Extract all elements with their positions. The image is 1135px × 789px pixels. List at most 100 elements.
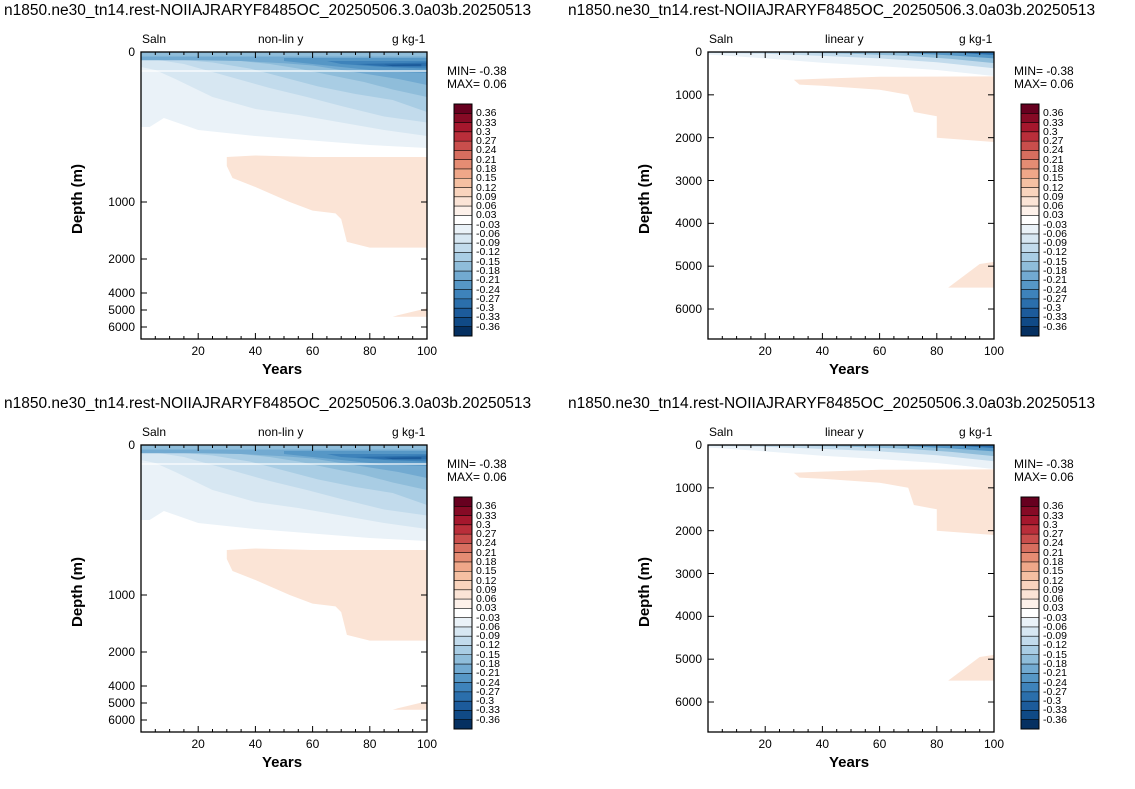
colorbar-swatch <box>454 141 472 151</box>
colorbar-label: -0.3 <box>476 302 495 315</box>
colorbar-label: -0.18 <box>476 265 500 278</box>
y-tick-label: 5000 <box>675 259 702 274</box>
salinity-anomaly-region <box>951 52 994 55</box>
y-tick-label: 2000 <box>675 523 702 538</box>
colorbar-swatch <box>454 261 472 272</box>
x-tick-label: 60 <box>305 737 320 751</box>
units-label: g kg-1 <box>959 425 993 439</box>
colorbar-swatch <box>454 543 472 553</box>
colorbar-swatch <box>1021 710 1039 721</box>
colorbar-label: -0.21 <box>476 667 500 680</box>
colorbar-label: 0.18 <box>1043 162 1064 175</box>
x-tick-label: 20 <box>758 344 772 358</box>
colorbar-swatch <box>1021 206 1039 216</box>
colorbar-label: 0.15 <box>1043 172 1064 185</box>
colorbar-label: -0.06 <box>1043 620 1067 633</box>
colorbar-label: 0.18 <box>476 555 497 568</box>
y-tick-label: 0 <box>128 438 135 452</box>
y-axis-label: Depth (m) <box>636 163 653 234</box>
y-axis-label: Depth (m) <box>69 163 86 234</box>
positive-anomaly-region <box>392 701 427 710</box>
colorbar-label: 0.03 <box>1043 602 1064 615</box>
colorbar-label: -0.27 <box>476 292 500 305</box>
colorbar-swatch <box>454 673 472 683</box>
y-tick-label: 2000 <box>675 130 702 145</box>
positive-anomaly-region <box>948 654 994 681</box>
colorbar-swatch <box>1021 187 1039 198</box>
colorbar-label: 0.36 <box>1043 500 1064 513</box>
colorbar-label: 0.12 <box>476 181 497 194</box>
colorbar-label: -0.36 <box>476 713 500 726</box>
plot-svg <box>140 444 473 733</box>
variable-label: Saln <box>142 425 167 439</box>
panel-top-right: n1850.ne30_tn14.rest-NOIIAJRARYF8485OC_2… <box>568 0 1134 393</box>
colorbar-swatch <box>454 515 472 526</box>
colorbar-swatch <box>454 552 472 563</box>
colorbar-label: 0.21 <box>476 546 497 559</box>
colorbar-frame <box>453 496 473 730</box>
colorbar-label: -0.36 <box>1043 320 1067 333</box>
colorbar-label: 0.21 <box>1043 546 1064 559</box>
colorbar-swatch <box>454 131 472 142</box>
colorbar-swatch <box>1021 608 1039 618</box>
colorbar-label: -0.27 <box>1043 292 1067 305</box>
panel-title: n1850.ne30_tn14.rest-NOIIAJRARYF8485OC_2… <box>4 2 532 19</box>
panel-title: n1850.ne30_tn14.rest-NOIIAJRARYF8485OC_2… <box>568 395 1096 412</box>
colorbar-label: -0.12 <box>476 639 500 652</box>
colorbar-swatch <box>454 298 472 309</box>
colorbar-swatch <box>454 599 472 609</box>
colorbar-swatch <box>1021 131 1039 142</box>
y-tick-label: 6000 <box>108 713 135 727</box>
colorbar-label: 0.27 <box>1043 528 1064 541</box>
salinity-anomaly-region <box>384 64 422 67</box>
colorbar-swatch <box>1021 719 1039 730</box>
colorbar-label: 0.09 <box>1043 583 1064 596</box>
y-axis-label: Depth (m) <box>69 556 86 627</box>
colorbar-label: 0.3 <box>476 518 491 531</box>
positive-anomaly-region <box>226 155 427 248</box>
min-label: MIN= -0.38 <box>447 457 507 471</box>
colorbar-swatch <box>1021 150 1039 160</box>
variable-label: Saln <box>709 32 734 46</box>
y-tick-label: 3000 <box>675 566 702 581</box>
y-tick-label: 2000 <box>108 252 135 266</box>
colorbar-swatch <box>454 196 472 207</box>
colorbar-swatch <box>454 682 472 693</box>
colorbar-label: -0.33 <box>476 311 500 324</box>
colorbar-swatch <box>1021 524 1039 535</box>
colorbar-swatch <box>1021 326 1039 337</box>
y-tick-label: 0 <box>695 438 702 452</box>
colorbar-label: -0.09 <box>476 237 500 250</box>
x-tick-label: 60 <box>872 344 887 358</box>
colorbar-swatch <box>1021 308 1039 318</box>
y-tick-label: 5000 <box>675 652 702 667</box>
colorbar-swatch <box>454 617 472 628</box>
colorbar-swatch <box>454 113 472 123</box>
colorbar-label: 0.06 <box>476 593 497 606</box>
colorbar-swatch <box>1021 673 1039 683</box>
colorbar-label: -0.15 <box>476 255 500 268</box>
x-tick-label: 80 <box>363 344 377 358</box>
colorbar-frame <box>1020 496 1040 730</box>
colorbar-swatch <box>454 289 472 300</box>
colorbar-swatch <box>1021 636 1039 646</box>
x-tick-label: 60 <box>872 737 887 751</box>
colorbar-swatch <box>1021 271 1039 281</box>
colorbar-label: -0.06 <box>1043 227 1067 240</box>
colorbar-swatch <box>454 524 472 535</box>
colorbar-swatch <box>454 710 472 721</box>
y-tick-label: 1000 <box>675 480 702 495</box>
colorbar-label: 0.27 <box>476 528 497 541</box>
colorbar-label: 0.24 <box>476 537 497 550</box>
colorbar-label: 0.33 <box>476 509 497 522</box>
y-tick-label: 1000 <box>675 87 702 102</box>
colorbar-label: 0.36 <box>476 500 497 513</box>
colorbar-swatch <box>454 187 472 198</box>
y-tick-label: 4000 <box>675 609 702 624</box>
x-tick-label: 40 <box>815 344 830 358</box>
plot-svg <box>707 444 1040 733</box>
colorbar-label: 0.33 <box>1043 116 1064 129</box>
colorbar-label: 0.09 <box>476 190 497 203</box>
max-label: MAX= 0.06 <box>447 77 507 91</box>
colorbar-label: -0.18 <box>1043 265 1067 278</box>
